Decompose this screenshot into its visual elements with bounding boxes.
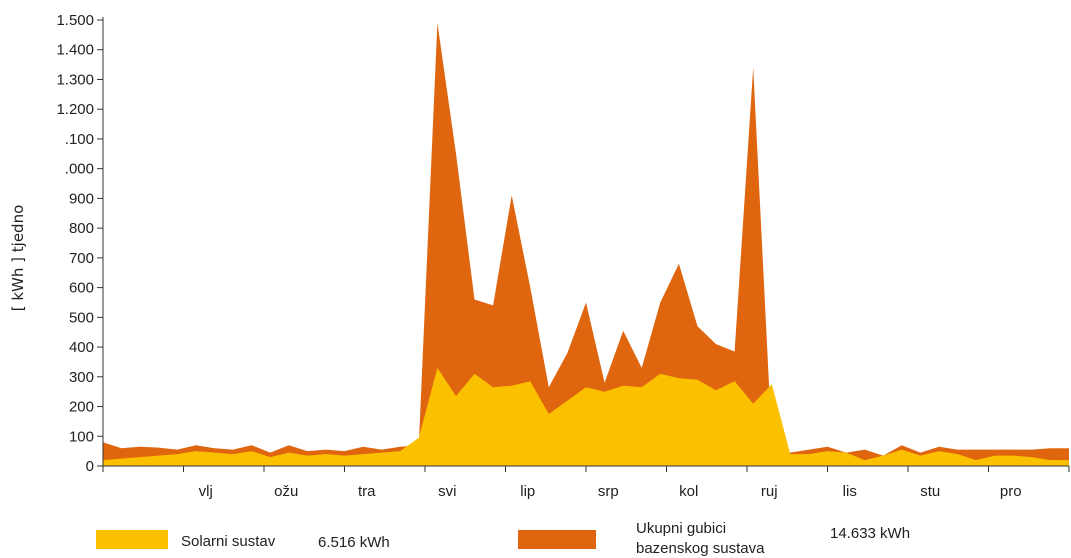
y-tick-label: 1.400 [56, 42, 94, 59]
y-tick-label: 200 [69, 399, 94, 416]
x-tick-label: srp [598, 483, 619, 500]
legend-swatch-solarni-sustav [96, 530, 168, 549]
series-area-ukupni-gubici [103, 23, 1069, 466]
y-tick-label: 900 [69, 190, 94, 207]
legend-swatch-ukupni-gubici [518, 530, 596, 549]
x-tick-label: pro [1000, 483, 1022, 500]
legend-label-ukupni-gubici-line2: bazenskog sustava [636, 540, 765, 557]
legend-label-ukupni-gubici-line1: Ukupni gubici [636, 520, 726, 537]
x-tick-label: tra [358, 483, 376, 500]
plot-area [103, 23, 1069, 466]
x-tick-label: lip [520, 483, 535, 500]
x-axis: vlj ožu tra svi lip srp kol ruj lis stu pro [102, 465, 1070, 500]
y-tick-label: 300 [69, 369, 94, 386]
y-tick-label: 400 [69, 339, 94, 356]
y-tick-label: 1.200 [56, 101, 94, 118]
y-tick-label: 500 [69, 309, 94, 326]
y-tick-label: 800 [69, 220, 94, 237]
legend-value-ukupni-gubici: 14.633 kWh [830, 525, 910, 542]
x-tick-label: svi [438, 483, 456, 500]
y-axis: 0 100 200 300 400 500 600 700 800 900 .000 .100 1.20… [56, 12, 104, 475]
y-tick-label: 1.300 [56, 71, 94, 88]
x-tick-label: lis [843, 483, 857, 500]
x-tick-label: ožu [274, 483, 298, 500]
y-tick-label: 0 [86, 458, 94, 475]
y-tick-label: 700 [69, 250, 94, 267]
y-tick-label: .100 [65, 131, 94, 148]
y-axis-label: [ kWh ] tjedno [9, 205, 27, 312]
legend: Solarni sustav 6.516 kWh Ukupni gubici b… [96, 520, 910, 557]
y-tick-label: 600 [69, 280, 94, 297]
legend-label-solarni-sustav: Solarni sustav [181, 533, 276, 550]
x-tick-label: vlj [199, 483, 213, 500]
y-tick-label: 100 [69, 428, 94, 445]
x-tick-label: kol [679, 483, 698, 500]
series-area-solarni-sustav [103, 367, 1069, 466]
y-tick-label: 1.500 [56, 12, 94, 29]
legend-value-solarni-sustav: 6.516 kWh [318, 534, 390, 551]
x-tick-label: ruj [761, 483, 778, 500]
y-tick-label: .000 [65, 161, 94, 178]
x-tick-label: stu [920, 483, 940, 500]
